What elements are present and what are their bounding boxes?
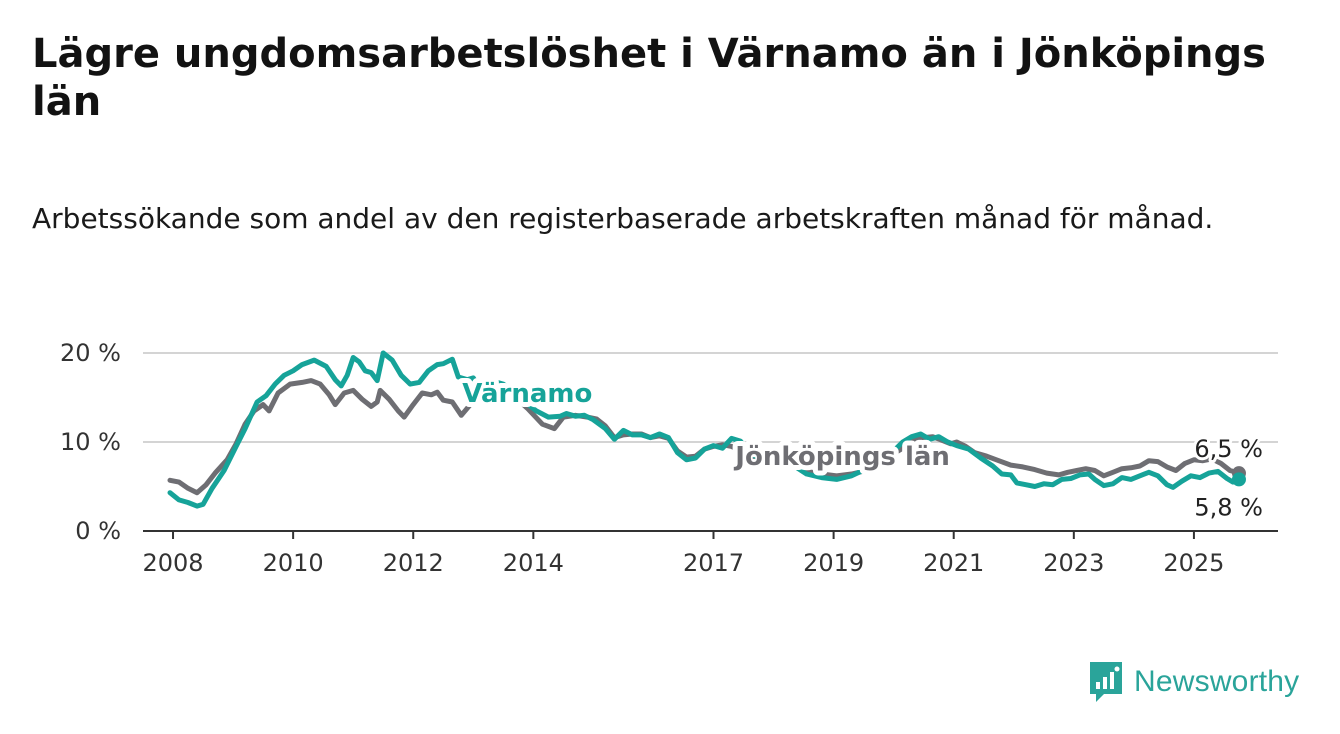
line-chart: 0 % 10 % 20 % 2008 2010 2012 2014 2017 2019 2021… bbox=[60, 339, 1278, 577]
gridlines bbox=[143, 352, 1278, 443]
newsworthy-logo-icon bbox=[1090, 662, 1122, 702]
x-tick-label: 2014 bbox=[503, 549, 564, 577]
series-line-v-rnamo bbox=[167, 350, 1242, 509]
series-labels: Jönköpings län Värnamo 6,5 % 5,8 % bbox=[457, 374, 1266, 524]
series-end-point bbox=[1231, 472, 1246, 487]
series-end-label: 6,5 % bbox=[1194, 435, 1263, 463]
brand-logo: Newsworthy bbox=[1088, 660, 1299, 704]
series-label: Jönköpings län bbox=[733, 442, 950, 472]
brand-name: Newsworthy bbox=[1134, 665, 1300, 698]
series-label: Värnamo bbox=[462, 379, 592, 409]
x-tick-label: 2025 bbox=[1163, 549, 1224, 577]
x-tick-label: 2019 bbox=[803, 549, 864, 577]
x-tick-label: 2023 bbox=[1043, 549, 1104, 577]
series-end-label: 5,8 % bbox=[1194, 493, 1263, 521]
x-tick-label: 2010 bbox=[263, 549, 324, 577]
chart-title: Lägre ungdomsarbetslöshet i Värnamo än i… bbox=[32, 31, 1266, 125]
x-tick-label: 2017 bbox=[683, 549, 744, 577]
x-tick-label: 2021 bbox=[923, 549, 984, 577]
series-lines bbox=[167, 350, 1246, 509]
y-tick-label: 10 % bbox=[60, 428, 121, 456]
y-axis-ticks: 0 % 10 % 20 % bbox=[60, 339, 121, 545]
y-tick-label: 0 % bbox=[75, 517, 121, 545]
x-tick-label: 2008 bbox=[142, 549, 203, 577]
y-tick-label: 20 % bbox=[60, 339, 121, 367]
x-axis-ticks: 2008 2010 2012 2014 2017 2019 2021 2023 2025 bbox=[142, 530, 1278, 577]
chart-subtitle: Arbetssökande som andel av den registerb… bbox=[32, 202, 1214, 235]
x-tick-label: 2012 bbox=[383, 549, 444, 577]
